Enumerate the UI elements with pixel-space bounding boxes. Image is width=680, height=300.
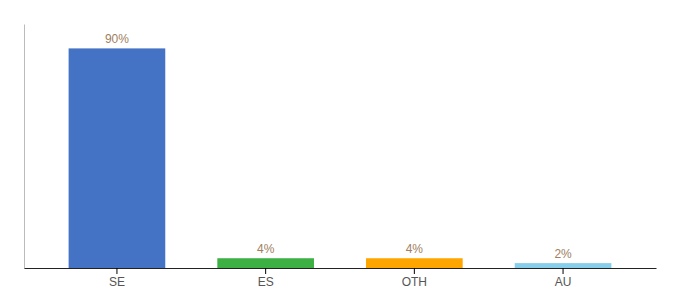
x-tick: SE [109, 268, 125, 289]
x-axis-line [25, 268, 657, 269]
x-tick-label: SE [109, 275, 125, 289]
x-tick: ES [258, 268, 274, 289]
x-tick: AU [555, 268, 572, 289]
data-label: 2% [554, 247, 572, 261]
x-tick-mark [414, 268, 415, 274]
data-label: 90% [105, 32, 129, 46]
y-axis-line [24, 25, 25, 269]
bar [515, 263, 612, 268]
chart-svg: SE ES OTH AU 90% 4% 4% 2% [0, 0, 680, 300]
plot-area: SE ES OTH AU 90% 4% 4% 2% [25, 25, 657, 289]
x-tick-mark [265, 268, 266, 274]
x-tick-mark [563, 268, 564, 274]
bar [69, 48, 166, 268]
bar [217, 258, 314, 268]
data-label: 4% [257, 242, 275, 256]
bar [366, 258, 463, 268]
chart-container: SE ES OTH AU 90% 4% 4% 2% [0, 0, 680, 300]
bars [69, 48, 612, 268]
x-tick-label: OTH [402, 275, 427, 289]
x-tick-label: AU [555, 275, 572, 289]
x-axis: SE ES OTH AU [25, 268, 657, 289]
x-tick-mark [116, 268, 117, 274]
data-label: 4% [406, 242, 424, 256]
data-labels: 90% 4% 4% 2% [105, 32, 572, 261]
x-tick: OTH [402, 268, 427, 289]
x-tick-label: ES [258, 275, 274, 289]
y-axis [24, 25, 25, 269]
